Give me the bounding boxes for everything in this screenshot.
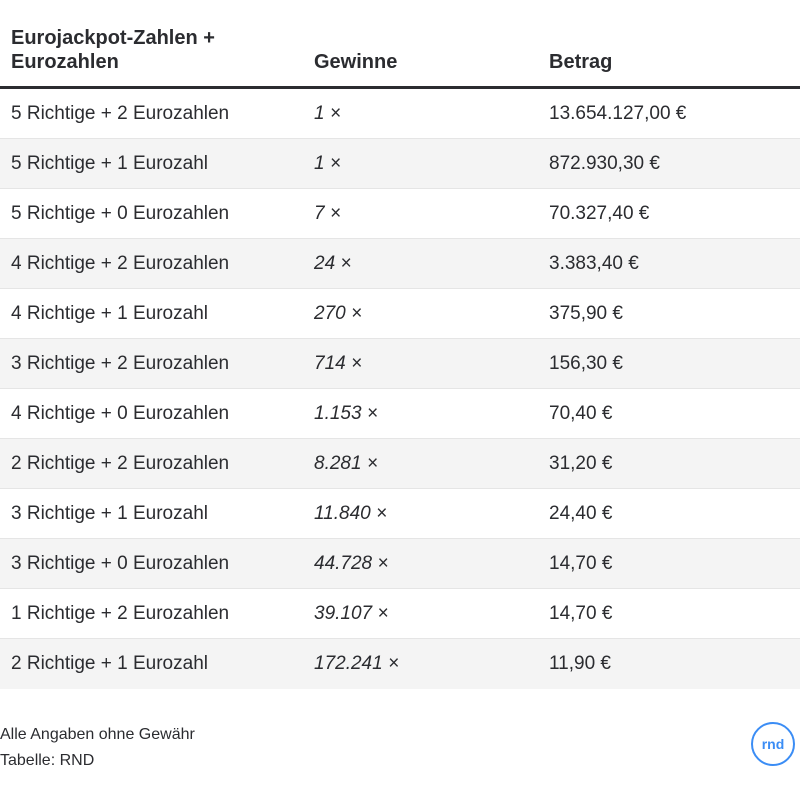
cell-amount: 156,30 € (549, 353, 623, 374)
cell-amount: 31,20 € (549, 453, 613, 474)
header-amount: Betrag (549, 51, 613, 73)
cell-class: 3 Richtige + 0 Eurozahlen (11, 553, 230, 574)
cell-winners: 1 × (314, 103, 341, 124)
table-row: 5 Richtige + 0 Eurozahlen 7 × 70.327,40 … (0, 189, 800, 239)
table-row: 4 Richtige + 2 Eurozahlen 24 × 3.383,40 … (0, 239, 800, 289)
table-row: 3 Richtige + 0 Eurozahlen 44.728 × 14,70… (0, 539, 800, 589)
cell-amount: 11,90 € (549, 653, 611, 674)
table-row: 3 Richtige + 2 Eurozahlen 714 × 156,30 € (0, 339, 800, 389)
cell-amount: 70.327,40 € (549, 203, 650, 224)
cell-amount: 872.930,30 € (549, 153, 660, 174)
cell-class: 5 Richtige + 2 Eurozahlen (11, 103, 230, 124)
cell-class: 4 Richtige + 1 Eurozahl (11, 303, 208, 324)
cell-winners: 172.241 × (314, 653, 400, 674)
cell-winners: 1.153 × (314, 403, 378, 424)
header-numbers: Eurojackpot-Zahlen + Eurozahlen (11, 27, 215, 73)
cell-class: 2 Richtige + 1 Eurozahl (11, 653, 208, 674)
table-row: 1 Richtige + 2 Eurozahlen 39.107 × 14,70… (0, 589, 800, 639)
cell-amount: 375,90 € (549, 303, 623, 324)
prize-table: Eurojackpot-Zahlen + Eurozahlen Gewinne … (0, 0, 800, 89)
disclaimer-note: Alle Angaben ohne Gewähr (0, 726, 195, 743)
cell-class: 4 Richtige + 0 Eurozahlen (11, 403, 230, 424)
rnd-logo-text: rnd (762, 736, 785, 752)
cell-class: 3 Richtige + 1 Eurozahl (11, 503, 208, 524)
cell-winners: 24 × (314, 253, 352, 274)
table-row: 3 Richtige + 1 Eurozahl 11.840 × 24,40 € (0, 489, 800, 539)
cell-winners: 714 × (314, 353, 363, 374)
cell-amount: 3.383,40 € (549, 253, 639, 274)
cell-winners: 8.281 × (314, 453, 378, 474)
cell-class: 5 Richtige + 1 Eurozahl (11, 153, 208, 174)
cell-class: 1 Richtige + 2 Eurozahlen (11, 603, 230, 624)
cell-class: 2 Richtige + 2 Eurozahlen (11, 453, 230, 474)
table-row: 5 Richtige + 2 Eurozahlen 1 × 13.654.127… (0, 89, 800, 139)
table-row: 2 Richtige + 2 Eurozahlen 8.281 × 31,20 … (0, 439, 800, 489)
rnd-logo-mark: rnd (762, 736, 785, 752)
header-winners: Gewinne (314, 51, 398, 73)
cell-class: 4 Richtige + 2 Eurozahlen (11, 253, 230, 274)
source-note: Tabelle: RND (0, 752, 95, 769)
table-header: Eurojackpot-Zahlen + Eurozahlen Gewinne … (0, 0, 800, 89)
cell-amount: 24,40 € (549, 503, 613, 524)
cell-amount: 70,40 € (549, 403, 613, 424)
table-footer: Alle Angaben ohne Gewähr Tabelle: RND (0, 722, 195, 774)
cell-class: 5 Richtige + 0 Eurozahlen (11, 203, 230, 224)
cell-winners: 270 × (314, 303, 363, 324)
cell-winners: 11.840 × (314, 503, 388, 524)
cell-winners: 44.728 × (314, 553, 389, 574)
table-row: 4 Richtige + 1 Eurozahl 270 × 375,90 € (0, 289, 800, 339)
cell-winners: 39.107 × (314, 603, 389, 624)
cell-amount: 13.654.127,00 € (549, 103, 687, 124)
cell-amount: 14,70 € (549, 603, 613, 624)
cell-class: 3 Richtige + 2 Eurozahlen (11, 353, 230, 374)
table-body: 5 Richtige + 2 Eurozahlen 1 × 13.654.127… (0, 89, 800, 689)
table-row: 2 Richtige + 1 Eurozahl 172.241 × 11,90 … (0, 639, 800, 689)
cell-winners: 1 × (314, 153, 341, 174)
table-row: 4 Richtige + 0 Eurozahlen 1.153 × 70,40 … (0, 389, 800, 439)
table-row: 5 Richtige + 1 Eurozahl 1 × 872.930,30 € (0, 139, 800, 189)
cell-amount: 14,70 € (549, 553, 613, 574)
rnd-logo: rnd (751, 722, 795, 766)
cell-winners: 7 × (314, 203, 341, 224)
